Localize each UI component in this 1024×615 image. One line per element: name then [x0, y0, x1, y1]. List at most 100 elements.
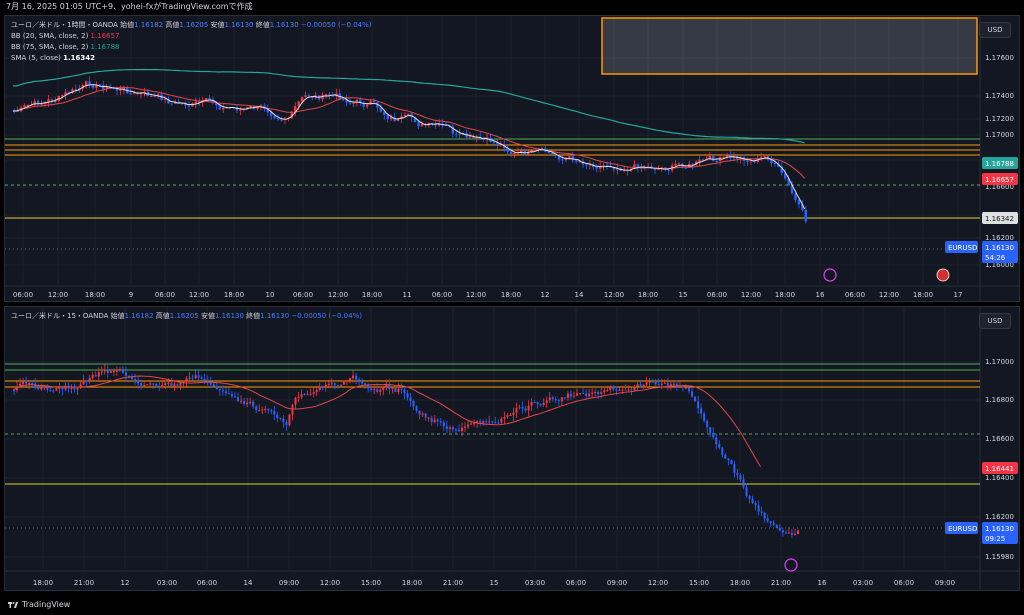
candle-body	[106, 369, 109, 373]
candle-body	[82, 380, 85, 385]
candle-body	[554, 399, 557, 401]
candle-body	[417, 122, 420, 127]
candle-body	[367, 384, 370, 389]
candle-body	[606, 390, 609, 392]
candle-body	[488, 421, 491, 423]
indicator-bb20[interactable]: BB (20, SMA, close, 2) 1.16657	[11, 31, 120, 41]
us-flag-event-icon[interactable]	[936, 268, 950, 282]
high-value: 1.16205	[179, 21, 209, 29]
candle-body	[521, 407, 524, 409]
candle-body	[336, 384, 339, 386]
candle-body	[47, 99, 50, 103]
candle-body	[681, 386, 684, 388]
indicator-sma5[interactable]: SMA (5, close) 1.16342	[11, 53, 95, 63]
candle-body	[407, 113, 410, 115]
candle-body	[197, 375, 200, 378]
candle-body	[200, 377, 203, 379]
candle-body	[389, 117, 393, 120]
candle-body	[482, 138, 485, 140]
candle-body	[382, 386, 385, 390]
candle-body	[642, 384, 645, 388]
x-axis-tick: 21:00	[443, 579, 463, 587]
candle-body	[103, 369, 106, 372]
candle-body	[627, 389, 630, 391]
candle-body	[458, 133, 461, 135]
lightning-event-icon[interactable]	[784, 558, 798, 572]
candle-body	[409, 397, 412, 401]
candle-body	[191, 377, 194, 379]
indicator-bb75[interactable]: BB (75, SMA, close, 2) 1.16788	[11, 42, 120, 52]
candle-body	[582, 392, 585, 394]
candle-body	[273, 115, 276, 119]
candle-body	[766, 518, 769, 522]
candle-body	[266, 108, 269, 113]
lightning-event-icon[interactable]	[823, 268, 837, 282]
x-axis-tick: 12:00	[604, 291, 624, 299]
candle-body	[420, 124, 424, 127]
candle-body	[451, 427, 454, 430]
candle-body	[430, 417, 433, 423]
candle-body	[379, 389, 382, 392]
candle-body	[64, 385, 67, 390]
candle-body	[515, 408, 518, 413]
bb20-mid-line[interactable]	[12, 86, 805, 179]
candle-body	[492, 141, 496, 143]
candle-body	[293, 106, 297, 113]
ma-line[interactable]	[12, 375, 762, 468]
currency-button[interactable]: USD	[979, 313, 1011, 329]
supply-zone-rectangle[interactable]	[601, 17, 978, 75]
y-axis-tick: 1.17400	[985, 92, 1014, 100]
sma5-line[interactable]	[12, 84, 806, 210]
candle-body	[536, 402, 539, 405]
x-axis-tick: 18:00	[775, 291, 795, 299]
candle-body	[595, 166, 598, 169]
candle-body	[339, 384, 342, 386]
candle-body	[561, 159, 564, 161]
candle-body	[297, 397, 300, 399]
symbol-tag	[945, 241, 978, 253]
candle-body	[585, 164, 588, 166]
candle-body	[300, 394, 303, 398]
candle-body	[602, 165, 605, 167]
candle-body	[290, 112, 293, 118]
x-axis-tick: 18:00	[33, 579, 53, 587]
candle-body	[13, 390, 15, 392]
candle-body	[73, 387, 76, 390]
chart-pane-15m[interactable]: 1.17000 1.16800 1.16600 1.16400 1.16200 1.159…	[4, 306, 1020, 591]
candle-body	[345, 99, 348, 103]
candle-body	[503, 417, 506, 419]
change-value: −0.00050 (−0.04%)	[291, 312, 362, 320]
candle-body	[221, 389, 224, 392]
candle-body	[22, 381, 25, 384]
candle-body	[311, 96, 314, 98]
candle-body	[600, 392, 603, 394]
sma75-line[interactable]	[12, 68, 805, 144]
last-price-tag	[982, 522, 1018, 544]
candle-body	[98, 84, 102, 86]
candle-body	[797, 199, 801, 205]
y-axis-tick: 1.15980	[985, 553, 1014, 561]
candle-body	[131, 376, 134, 380]
candle-body	[243, 401, 246, 405]
bb75-value: 1.16788	[90, 43, 120, 51]
currency-button[interactable]: USD	[979, 22, 1011, 38]
candle-body	[437, 123, 441, 126]
candle-body	[203, 378, 206, 382]
candle-body	[572, 395, 575, 397]
candle-body	[173, 384, 176, 387]
candle-body	[187, 105, 191, 107]
chart-canvas-1h[interactable]: 1.176001.174001.172001.170001.168001.166…	[5, 16, 1020, 302]
candle-body	[222, 107, 225, 110]
candle-body	[691, 163, 694, 165]
candle-body	[158, 386, 161, 388]
candle-body	[259, 105, 263, 107]
x-axis-tick: 12:00	[879, 291, 899, 299]
candle-body	[804, 209, 807, 222]
candle-body	[146, 384, 149, 386]
candle-body	[324, 384, 327, 388]
chart-pane-1h[interactable]: 1.176001.174001.172001.170001.168001.166…	[4, 15, 1020, 302]
candle-body	[355, 375, 358, 380]
candle-body	[431, 122, 434, 124]
candle-body	[621, 389, 624, 391]
chart-canvas-15m[interactable]: 1.17000 1.16800 1.16600 1.16400 1.16200 1.159…	[5, 307, 1020, 591]
